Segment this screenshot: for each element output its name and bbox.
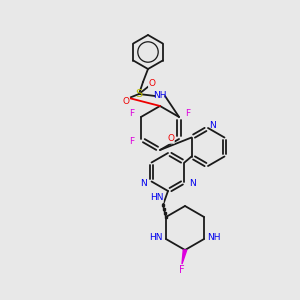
Text: N: N <box>140 179 147 188</box>
Text: O: O <box>122 97 130 106</box>
Text: F: F <box>129 110 134 118</box>
Text: F: F <box>185 110 190 118</box>
Text: N: N <box>189 179 196 188</box>
Text: F: F <box>129 136 134 146</box>
Text: O: O <box>167 134 174 143</box>
Text: HN: HN <box>150 194 163 202</box>
Text: N: N <box>210 121 216 130</box>
Text: O: O <box>148 79 155 88</box>
Text: F: F <box>179 265 185 275</box>
Text: NH: NH <box>153 91 167 100</box>
Text: NH: NH <box>207 232 221 242</box>
Text: S: S <box>135 89 142 99</box>
Polygon shape <box>182 250 187 264</box>
Text: HN: HN <box>149 232 163 242</box>
